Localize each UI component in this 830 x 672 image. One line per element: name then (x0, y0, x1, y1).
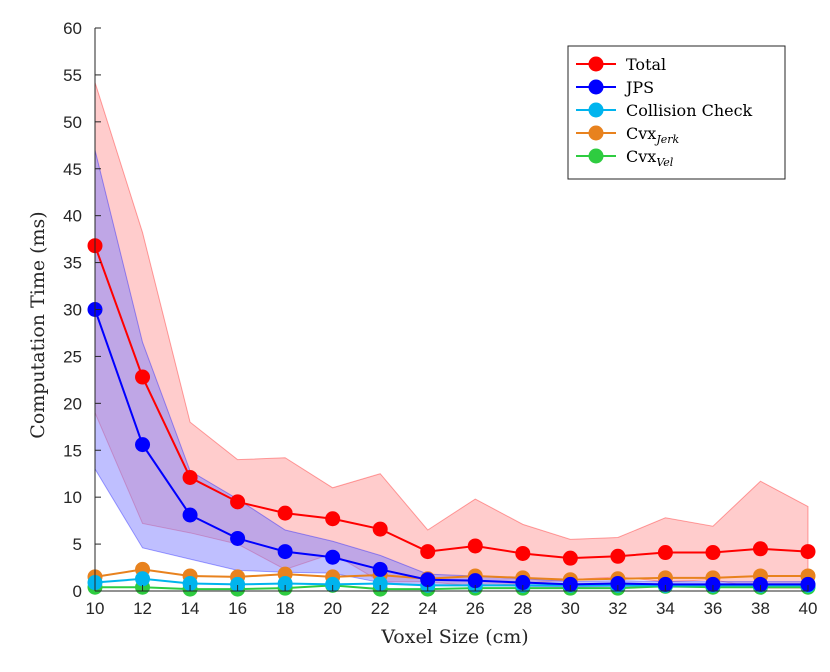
legend-item-cvx-vel: CvxVel (576, 147, 674, 169)
point-jps (230, 530, 246, 546)
x-tick-label: 18 (276, 599, 295, 618)
legend-marker (588, 125, 604, 141)
legend-label: JPS (624, 78, 654, 97)
x-tick-label: 40 (799, 599, 818, 618)
legend-marker (588, 56, 604, 72)
point-jps (562, 576, 578, 592)
point-total (705, 545, 721, 561)
point-jps (420, 572, 436, 588)
point-jps (467, 573, 483, 589)
point-jps (182, 507, 198, 523)
y-axis-ticks: 0 5 10 15 20 25 30 35 40 45 50 55 60 (63, 19, 101, 601)
point-jps (372, 561, 388, 577)
x-tick-label: 12 (133, 599, 152, 618)
point-jps (657, 576, 673, 592)
legend-item-jps: JPS (576, 78, 654, 97)
legend-label: Total (626, 55, 666, 74)
y-tick-label: 50 (63, 113, 82, 132)
point-jps (610, 575, 626, 591)
point-jps (277, 544, 293, 560)
x-tick-label: 28 (513, 599, 532, 618)
y-tick-label: 10 (63, 488, 82, 507)
y-tick-label: 40 (63, 207, 82, 226)
x-tick-label: 10 (86, 599, 105, 618)
y-tick-label: 45 (63, 160, 82, 179)
y-tick-label: 25 (63, 347, 82, 366)
line-cvx-vel (95, 584, 808, 591)
point-total (372, 521, 388, 537)
point-collision-check (135, 571, 151, 587)
x-tick-label: 16 (228, 599, 247, 618)
y-tick-label: 15 (63, 441, 82, 460)
point-total (610, 548, 626, 564)
y-tick-label: 60 (63, 19, 82, 38)
point-total (562, 550, 578, 566)
x-tick-label: 22 (371, 599, 390, 618)
point-total (420, 544, 436, 560)
y-tick-label: 5 (73, 535, 82, 554)
y-tick-label: 0 (73, 582, 82, 601)
x-tick-label: 32 (608, 599, 627, 618)
y-tick-label: 30 (63, 301, 82, 320)
legend-label: CvxVel (626, 147, 674, 169)
x-tick-label: 26 (466, 599, 485, 618)
point-total (135, 369, 151, 385)
x-tick-label: 14 (181, 599, 200, 618)
x-axis-ticks: 10 12 14 16 18 20 22 24 26 28 30 32 34 36 38 40 (86, 585, 818, 618)
point-total (182, 469, 198, 485)
x-tick-label: 30 (561, 599, 580, 618)
x-tick-label: 20 (323, 599, 342, 618)
point-total (277, 505, 293, 521)
series-lines (87, 238, 816, 597)
x-tick-label: 24 (418, 599, 437, 618)
point-total (752, 541, 768, 557)
legend-label: Collision Check (626, 101, 753, 120)
point-jps (752, 576, 768, 592)
point-collision-check (182, 575, 198, 591)
point-total (800, 544, 816, 560)
line-jps (94, 309, 808, 586)
legend-marker (588, 79, 604, 95)
line-total (94, 245, 809, 560)
point-jps (800, 576, 816, 592)
x-tick-label: 38 (751, 599, 770, 618)
line-cvx-jerk (94, 568, 808, 581)
point-collision-check (277, 575, 293, 591)
x-tick-label: 36 (703, 599, 722, 618)
point-total (467, 538, 483, 554)
point-jps (705, 576, 721, 592)
x-axis-label: Voxel Size (cm) (380, 626, 528, 648)
point-total (230, 494, 246, 510)
point-jps (515, 575, 531, 591)
point-collision-check (230, 576, 246, 592)
legend-item-total: Total (576, 55, 666, 74)
legend-item-collision-check: Collision Check (576, 101, 753, 120)
x-tick-label: 34 (656, 599, 675, 618)
series-jps (87, 302, 816, 592)
point-total (515, 545, 531, 561)
y-tick-label: 20 (63, 394, 82, 413)
point-total (325, 511, 341, 527)
legend-label: CvxJerk (626, 124, 679, 146)
legend-item-cvx-jerk: CvxJerk (576, 124, 679, 146)
point-collision-check (325, 576, 341, 592)
y-tick-label: 55 (63, 66, 82, 85)
point-total (657, 545, 673, 561)
legend-marker (588, 102, 604, 118)
point-collision-check (372, 575, 388, 591)
point-jps (325, 549, 341, 565)
y-axis-label: Computation Time (ms) (27, 211, 49, 438)
series-total (87, 238, 816, 566)
point-jps (135, 437, 151, 453)
legend-marker (588, 148, 604, 164)
y-tick-label: 35 (63, 254, 82, 273)
